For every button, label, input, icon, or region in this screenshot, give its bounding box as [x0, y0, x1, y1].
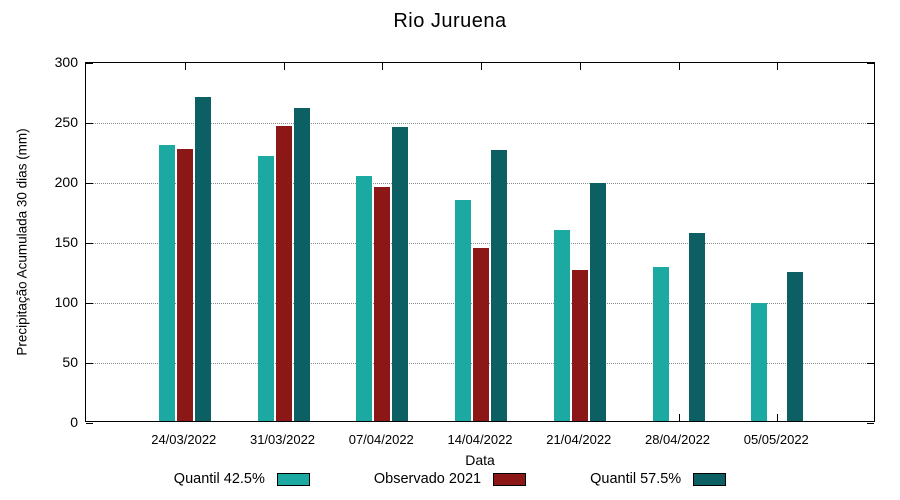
y-tick [867, 63, 874, 64]
gridline [86, 243, 874, 244]
x-tick [777, 63, 779, 70]
y-tick [867, 423, 874, 424]
y-tick [867, 123, 874, 124]
y-tick [86, 243, 93, 244]
bar [491, 149, 507, 421]
y-tick [867, 243, 874, 244]
bar [571, 269, 588, 421]
y-tick-label: 200 [54, 174, 78, 190]
bar [473, 248, 489, 421]
y-tick-label: 50 [62, 354, 78, 370]
y-tick [867, 363, 874, 364]
legend: Quantil 42.5% Observado 2021 Quantil 57.5% [0, 471, 900, 487]
x-tick-label: 31/03/2022 [249, 432, 316, 447]
legend-entry: Observado 2021 [373, 471, 527, 487]
bar [589, 183, 606, 421]
bar [356, 176, 373, 421]
y-tick [867, 303, 874, 304]
bar [194, 97, 211, 421]
y-tick-label: 250 [54, 114, 78, 130]
legend-entry: Quantil 57.5% [590, 471, 727, 487]
legend-swatch [693, 472, 727, 486]
x-tick-label: 21/04/2022 [546, 432, 612, 447]
bar [293, 107, 310, 421]
x-tick-label: 07/04/2022 [348, 432, 414, 447]
y-tick-label: 150 [54, 234, 78, 250]
y-tick-label: 100 [54, 294, 78, 310]
bar [257, 155, 274, 421]
legend-swatch [493, 472, 527, 486]
legend-label: Quantil 57.5% [590, 471, 682, 487]
gridline [86, 183, 874, 184]
y-tick [86, 303, 93, 304]
bar [751, 303, 768, 421]
y-tick [867, 183, 874, 184]
bar [158, 145, 175, 421]
y-tick [86, 123, 93, 124]
x-tick-label: 05/05/2022 [743, 432, 809, 447]
bar [275, 125, 292, 421]
x-tick [481, 63, 482, 70]
bar [787, 272, 804, 421]
bar [688, 232, 705, 421]
bar [455, 200, 471, 421]
y-tick [86, 423, 93, 424]
plot-area [85, 62, 875, 424]
legend-label: Observado 2021 [373, 471, 482, 487]
y-tick [86, 183, 93, 184]
bar [176, 148, 193, 421]
x-tick [678, 414, 680, 421]
x-axis-label: Data [465, 452, 495, 468]
bar [392, 127, 409, 421]
legend-entry: Quantil 42.5% [174, 471, 310, 487]
y-tick [86, 63, 93, 64]
chart-title: Rio Juruena [393, 10, 507, 32]
x-tick [382, 63, 384, 70]
x-tick [184, 63, 186, 70]
x-tick [283, 63, 285, 70]
y-tick [86, 363, 93, 364]
x-tick-label: 24/03/2022 [151, 432, 217, 447]
x-tick [579, 63, 581, 70]
x-tick-label: 28/04/2022 [644, 432, 711, 447]
y-tick-label: 300 [54, 54, 78, 70]
legend-label: Quantil 42.5% [173, 471, 265, 487]
legend-swatch [276, 472, 310, 486]
gridline [86, 123, 874, 124]
x-tick [777, 414, 779, 421]
bar [374, 187, 391, 421]
bar [553, 230, 570, 421]
y-tick-label: 0 [70, 414, 78, 430]
bar [652, 267, 669, 421]
x-tick [678, 63, 680, 70]
x-tick-label: 14/04/2022 [447, 432, 513, 447]
